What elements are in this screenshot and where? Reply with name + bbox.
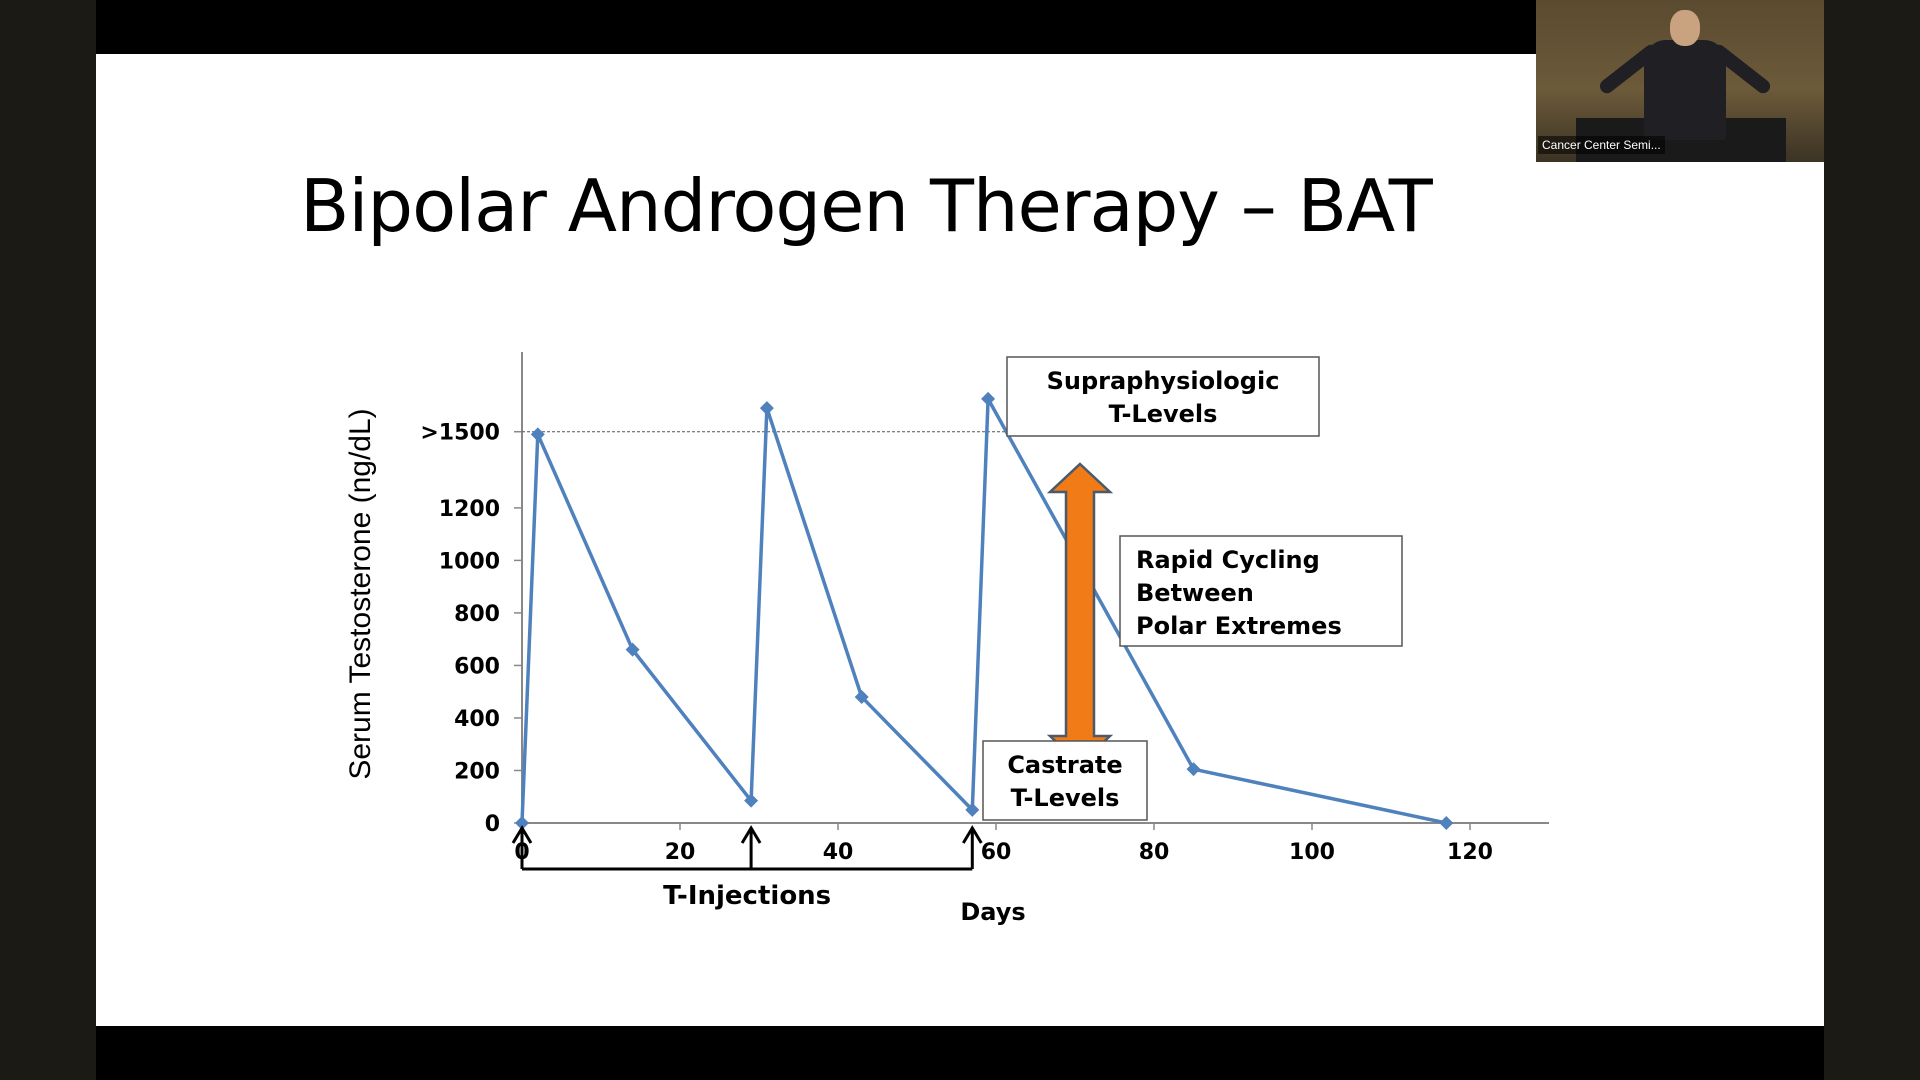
data-point [1439,816,1454,830]
rapid-cycling-annotation-box [1119,535,1403,647]
data-point [515,816,529,830]
data-point [981,391,996,406]
data-point [759,401,774,416]
x-tick-label: 100 [1289,840,1335,865]
data-point [965,802,980,817]
x-tick-label: 120 [1447,840,1493,865]
data-point [625,642,640,657]
testosterone-chart: 020040060080010001200>150002040608010012… [344,352,1549,926]
castrate-annotation-box [982,740,1148,821]
letterbox-right [1824,0,1920,1080]
rapid-cycling-annotation-text: Polar Extremes [1136,612,1342,640]
y-tick-label: 1000 [439,549,500,574]
y-axis-title: Serum Testosterone (ng/dL) [344,408,377,779]
letterbox-left [0,0,96,1080]
injection-arrowhead [962,825,983,844]
speaker-body [1644,40,1726,140]
supraphysiologic-annotation-box [1006,356,1320,437]
x-tick-label: 60 [981,840,1012,865]
speaker-webcam[interactable]: Cancer Center Semi... [1536,0,1824,162]
rapid-cycling-annotation-text: Between [1136,579,1254,607]
polar-extremes-arrow [1046,462,1114,766]
speaker-head [1670,10,1700,46]
data-point [1186,762,1201,777]
x-tick-label: 20 [665,840,696,865]
injections-label: T-Injections [663,881,831,911]
data-point [854,689,869,704]
castrate-annotation-text: T-Levels [1011,784,1120,812]
slide-title: Bipolar Androgen Therapy – BAT [300,164,1433,248]
supraphysiologic-annotation-text: Supraphysiologic [1047,367,1280,395]
presentation-slide: Bipolar Androgen Therapy – BAT 0 200 400 60… [96,54,1824,1026]
data-point [744,793,759,808]
bottom-black-bar [96,1026,1824,1080]
y-tick-label: >1500 [420,421,500,446]
y-tick-label: 1200 [439,497,500,522]
y-tick-label: 0 [485,812,500,837]
x-tick-label: 80 [1139,840,1170,865]
x-axis-title: Days [960,898,1025,926]
data-point [530,427,545,442]
rapid-cycling-annotation-text: Rapid Cycling [1136,546,1320,574]
y-tick-label: 400 [454,707,500,732]
x-tick-label: 40 [823,840,854,865]
y-tick-label: 800 [454,602,500,627]
injection-arrowhead [740,825,762,844]
y-tick-label: 600 [454,654,500,679]
y-tick-label: 200 [454,759,500,784]
injection-arrowhead [511,825,533,844]
webcam-label: Cancer Center Semi... [1538,136,1665,154]
castrate-annotation-text: Castrate [1007,751,1122,779]
supraphysiologic-annotation-text: T-Levels [1109,400,1218,428]
